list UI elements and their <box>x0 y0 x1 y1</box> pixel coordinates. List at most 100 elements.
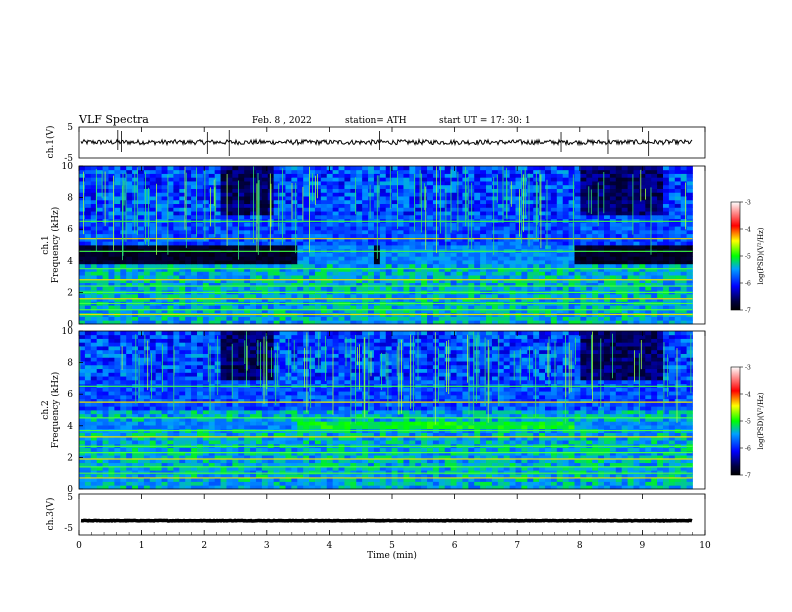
spec-cell <box>651 237 658 242</box>
spec-cell <box>79 226 86 231</box>
spec-cell <box>214 245 221 250</box>
spec-cell <box>539 260 546 265</box>
spec-cell <box>356 226 363 231</box>
spec-cell <box>562 263 570 268</box>
spec-cell <box>196 211 204 216</box>
spec-cell <box>592 237 599 242</box>
spec-cell <box>196 316 204 321</box>
spec-cell <box>179 199 186 205</box>
spec-cell <box>651 297 658 302</box>
spec-cell <box>533 477 540 482</box>
spec-cell <box>621 275 628 280</box>
spec-cell <box>550 211 558 216</box>
spec-cell <box>645 260 652 265</box>
spec-cell <box>633 241 640 246</box>
spec-cell <box>462 275 469 280</box>
spec-cell <box>173 473 180 479</box>
spec-cell <box>261 275 269 280</box>
spec-cell <box>509 320 516 325</box>
spec-cell <box>568 169 575 174</box>
spec-cell <box>421 297 428 302</box>
spec-cell <box>580 316 587 321</box>
spec-cell <box>432 256 440 261</box>
spec-cell <box>96 222 103 227</box>
spec-cell <box>356 245 363 250</box>
spec-cell <box>368 316 375 321</box>
spec-cell <box>615 477 623 482</box>
spec-cell <box>421 166 428 171</box>
spec-cell <box>185 169 192 174</box>
spec-cell <box>226 226 233 231</box>
spec-cell <box>556 203 564 208</box>
spec-cell <box>379 481 387 486</box>
spec-cell <box>362 214 369 220</box>
spec-cell <box>79 199 86 205</box>
spec-cell <box>651 267 658 272</box>
spec-cell <box>391 177 398 182</box>
spec-cell <box>214 252 221 257</box>
spec-cell <box>450 166 457 171</box>
spec-cell <box>303 211 310 216</box>
spec-cell <box>509 278 516 284</box>
spec-cell <box>456 282 463 287</box>
spec-cell <box>427 169 434 174</box>
spec-cell <box>615 297 623 302</box>
spec-cell <box>527 226 534 231</box>
spec-cell <box>137 203 145 208</box>
spec-cell <box>261 263 269 268</box>
spec-cell <box>226 184 233 189</box>
spec-cell <box>114 184 121 189</box>
spec-cell <box>79 308 86 314</box>
spec-cell <box>627 207 634 212</box>
spec-cell <box>79 192 86 197</box>
spec-cell <box>96 184 103 189</box>
spec-cell <box>397 275 404 280</box>
spec-cell <box>533 320 540 325</box>
spec-cell <box>686 275 693 280</box>
spec-cell <box>173 196 180 201</box>
spec-cell <box>668 481 676 486</box>
spec-cell <box>592 233 599 238</box>
spec-cell <box>491 233 499 238</box>
spec-cell <box>397 271 404 276</box>
spec-cell <box>598 297 605 302</box>
spec-cell <box>421 229 428 235</box>
spec-cell <box>261 199 269 205</box>
spec-cell <box>350 184 357 189</box>
spec-cell <box>362 184 369 189</box>
spec-cell <box>143 169 151 174</box>
spec-cell <box>173 481 180 486</box>
spec-cell <box>379 470 387 475</box>
spec-cell <box>90 241 98 246</box>
spec-cell <box>332 316 339 321</box>
spec-cell <box>391 477 398 482</box>
spec-cell <box>645 207 652 212</box>
spec-cell <box>279 278 286 284</box>
spec-cell <box>309 271 316 276</box>
spec-cell <box>149 485 157 490</box>
spec-cell <box>373 481 381 486</box>
spec-cell <box>397 481 404 486</box>
spec-cell <box>250 252 257 257</box>
spec-cell <box>415 188 422 193</box>
spec-cell <box>291 229 298 235</box>
spec-cell <box>314 199 322 205</box>
spec-cell <box>84 278 92 284</box>
spec-cell <box>379 256 387 261</box>
spec-cell <box>214 211 221 216</box>
spec-cell <box>214 286 221 291</box>
spec-cell <box>468 320 475 325</box>
spec-cell <box>232 222 239 227</box>
spec-cell <box>96 275 103 280</box>
spec-cell <box>196 271 204 276</box>
spec-cell <box>220 211 227 216</box>
spec-cell <box>574 184 581 189</box>
spec-cell <box>521 275 528 280</box>
spec-cell <box>621 267 628 272</box>
spec-cell <box>633 245 640 250</box>
ch1-ytick-top: 5 <box>67 123 73 133</box>
spec-cell <box>527 166 534 171</box>
spec-cell <box>397 297 404 302</box>
spec-cell <box>338 308 345 314</box>
spec-cell <box>379 214 387 220</box>
